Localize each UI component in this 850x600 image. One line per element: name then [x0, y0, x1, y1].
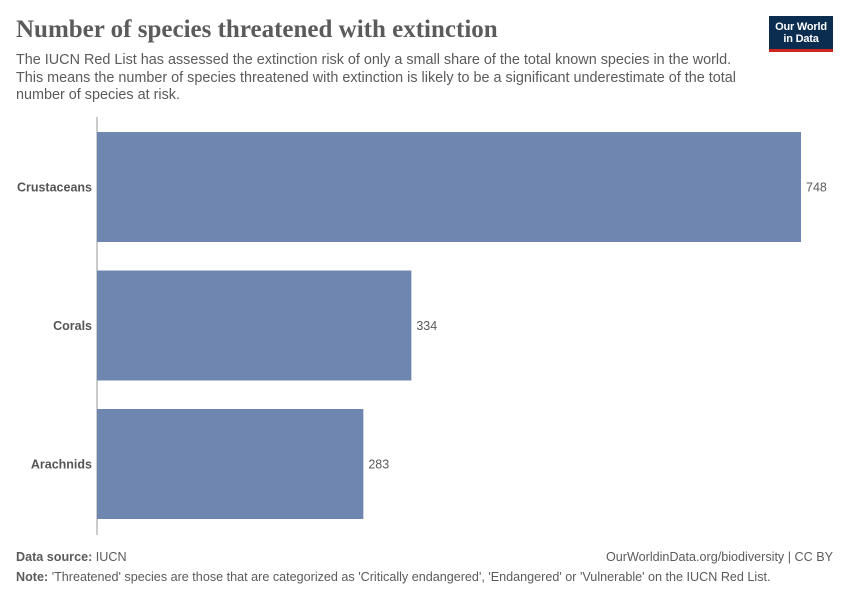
note-label: Note:	[16, 570, 49, 584]
category-label-crustaceans: Crustaceans	[17, 181, 92, 195]
value-label-arachnids: 283	[368, 458, 389, 472]
logo-line-1: Our World	[775, 21, 827, 33]
value-label-corals: 334	[416, 319, 437, 333]
source-url-license[interactable]: OurWorldinData.org/biodiversity | CC BY	[605, 550, 833, 564]
value-label-crustaceans: 748	[806, 181, 827, 195]
chart-title: Number of species threatened with extinc…	[16, 16, 498, 43]
bar-arachnids[interactable]	[97, 409, 364, 519]
footer-source-row: Data source: IUCN OurWorldinData.org/bio…	[16, 550, 833, 564]
owid-logo[interactable]: Our World in Data	[769, 16, 833, 52]
footer-note-row: Note: 'Threatened' species are those tha…	[16, 570, 833, 584]
logo-line-2: in Data	[783, 33, 819, 45]
category-label-arachnids: Arachnids	[31, 458, 92, 472]
source-label: Data source:	[16, 550, 93, 564]
bar-corals[interactable]	[97, 270, 412, 381]
category-label-corals: Corals	[53, 319, 92, 333]
chart-subtitle: The IUCN Red List has assessed the extin…	[16, 52, 736, 103]
bar-chart: Crustaceans 748 Corals 334 Arachnids 283	[17, 117, 827, 535]
note-value: 'Threatened' species are those that are …	[51, 570, 771, 584]
source-value: IUCN	[95, 550, 127, 564]
bar-crustaceans[interactable]	[97, 132, 801, 242]
